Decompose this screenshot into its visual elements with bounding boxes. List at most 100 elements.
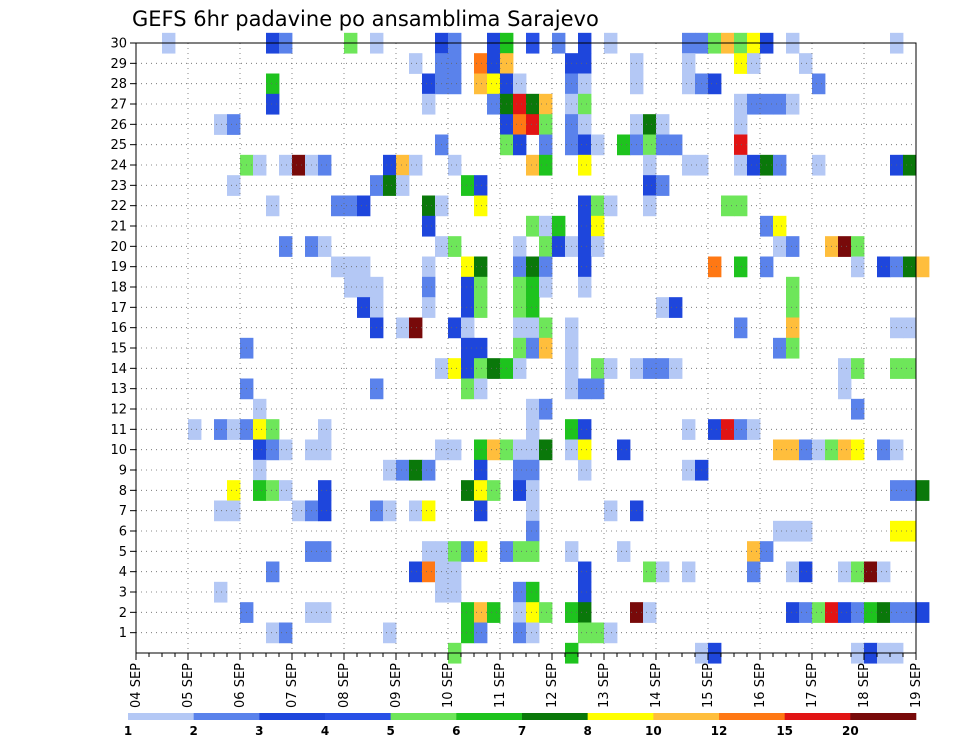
heatmap-cell (227, 419, 241, 440)
heatmap-cell (773, 439, 787, 461)
heatmap-cell (526, 256, 540, 278)
legend-label: 2 (189, 724, 197, 738)
heatmap-cell (422, 297, 436, 318)
heatmap-cell (838, 378, 852, 400)
heatmap-cell (786, 93, 800, 115)
heatmap-cell (591, 378, 605, 400)
heatmap-cell (591, 358, 605, 379)
y-tick-label: 19 (110, 260, 127, 275)
heatmap-cell (721, 195, 735, 217)
y-tick-label: 17 (110, 301, 127, 316)
heatmap-cell (786, 276, 800, 298)
heatmap-cell (617, 134, 631, 156)
heatmap-cell (539, 337, 553, 359)
heatmap-cell (253, 480, 267, 501)
heatmap-cell (682, 459, 696, 481)
legend-label: 15 (776, 724, 793, 738)
heatmap-cell (474, 337, 488, 359)
heatmap-cell (474, 358, 488, 379)
x-tick-label: 11 SEP (493, 663, 508, 708)
heatmap-cell (539, 256, 553, 278)
legend-swatch (259, 713, 326, 720)
heatmap-cell (422, 215, 436, 237)
heatmap-cell (877, 561, 891, 583)
y-tick-label: 4 (119, 565, 127, 580)
heatmap-cell (448, 317, 462, 339)
heatmap-cell (396, 175, 410, 196)
heatmap-cell (526, 337, 540, 359)
heatmap-cell (227, 114, 241, 135)
heatmap-cell (578, 602, 592, 623)
heatmap-cell (643, 114, 657, 135)
heatmap-cell (799, 53, 813, 74)
y-tick-label: 12 (110, 403, 127, 418)
heatmap-cell (773, 337, 787, 359)
heatmap-cell (461, 480, 475, 501)
heatmap-cell (266, 439, 280, 461)
y-tick-label: 24 (110, 159, 127, 174)
heatmap-cell (227, 500, 241, 522)
x-tick-label: 08 SEP (337, 663, 352, 708)
heatmap-cell (513, 541, 527, 562)
heatmap-cell (578, 195, 592, 217)
heatmap-cell (448, 154, 462, 176)
heatmap-cell (253, 398, 267, 420)
heatmap-cell (513, 459, 527, 481)
y-tick-label: 29 (110, 57, 127, 72)
heatmap-cell (513, 439, 527, 461)
y-tick-label: 10 (110, 443, 127, 458)
x-tick-label: 17 SEP (805, 663, 820, 708)
heatmap-cell (461, 317, 475, 339)
heatmap-cell (578, 154, 592, 176)
heatmap-cell (357, 297, 371, 318)
x-tick-label: 19 SEP (909, 663, 924, 708)
legend-swatch (587, 713, 654, 720)
heatmap-cell (656, 134, 670, 156)
heatmap-cell (266, 93, 280, 115)
heatmap-cell (474, 622, 488, 644)
heatmap-cell (903, 317, 917, 339)
heatmap-cell (903, 480, 917, 501)
heatmap-cell (214, 500, 228, 522)
heatmap-cell (643, 195, 657, 217)
heatmap-cell (513, 93, 527, 115)
heatmap-cell (383, 459, 397, 481)
heatmap-cell (799, 561, 813, 583)
legend-label: 6 (452, 724, 460, 738)
heatmap-cell (513, 236, 527, 257)
color-legend: 1 2 3 4 5 6 7 8 10 12 15 20 (124, 713, 917, 738)
heatmap-cell (253, 459, 267, 481)
heatmap-cell (591, 622, 605, 644)
heatmap-cell (539, 439, 553, 461)
heatmap-cell (708, 256, 722, 278)
heatmap-cell (526, 541, 540, 562)
heatmap-cell (916, 256, 930, 278)
legend-label: 5 (386, 724, 394, 738)
x-tick-label: 14 SEP (649, 663, 664, 708)
heatmap-cell (422, 500, 436, 522)
heatmap-cells (162, 32, 930, 664)
heatmap-cell (474, 195, 488, 217)
heatmap-cell (266, 419, 280, 440)
heatmap-cell (396, 317, 410, 339)
heatmap-cell (799, 439, 813, 461)
heatmap-cell (448, 53, 462, 74)
heatmap-cell (474, 53, 488, 74)
heatmap-cell (708, 419, 722, 440)
heatmap-cell (669, 134, 683, 156)
y-tick-label: 9 (119, 464, 127, 479)
heatmap-cell (604, 500, 618, 522)
heatmap-cell (786, 439, 800, 461)
heatmap-cell (851, 256, 865, 278)
legend-label: 12 (711, 724, 728, 738)
chart-title: GEFS 6hr padavine po ansamblima Sarajevo (132, 7, 599, 31)
heatmap-cell (604, 195, 618, 217)
heatmap-cell (747, 541, 761, 562)
heatmap-cell (747, 53, 761, 74)
heatmap-cell (591, 195, 605, 217)
heatmap-cell (682, 561, 696, 583)
heatmap-cell (916, 602, 930, 623)
heatmap-cell (851, 602, 865, 623)
heatmap-cell (409, 459, 423, 481)
heatmap-cell (734, 93, 748, 115)
